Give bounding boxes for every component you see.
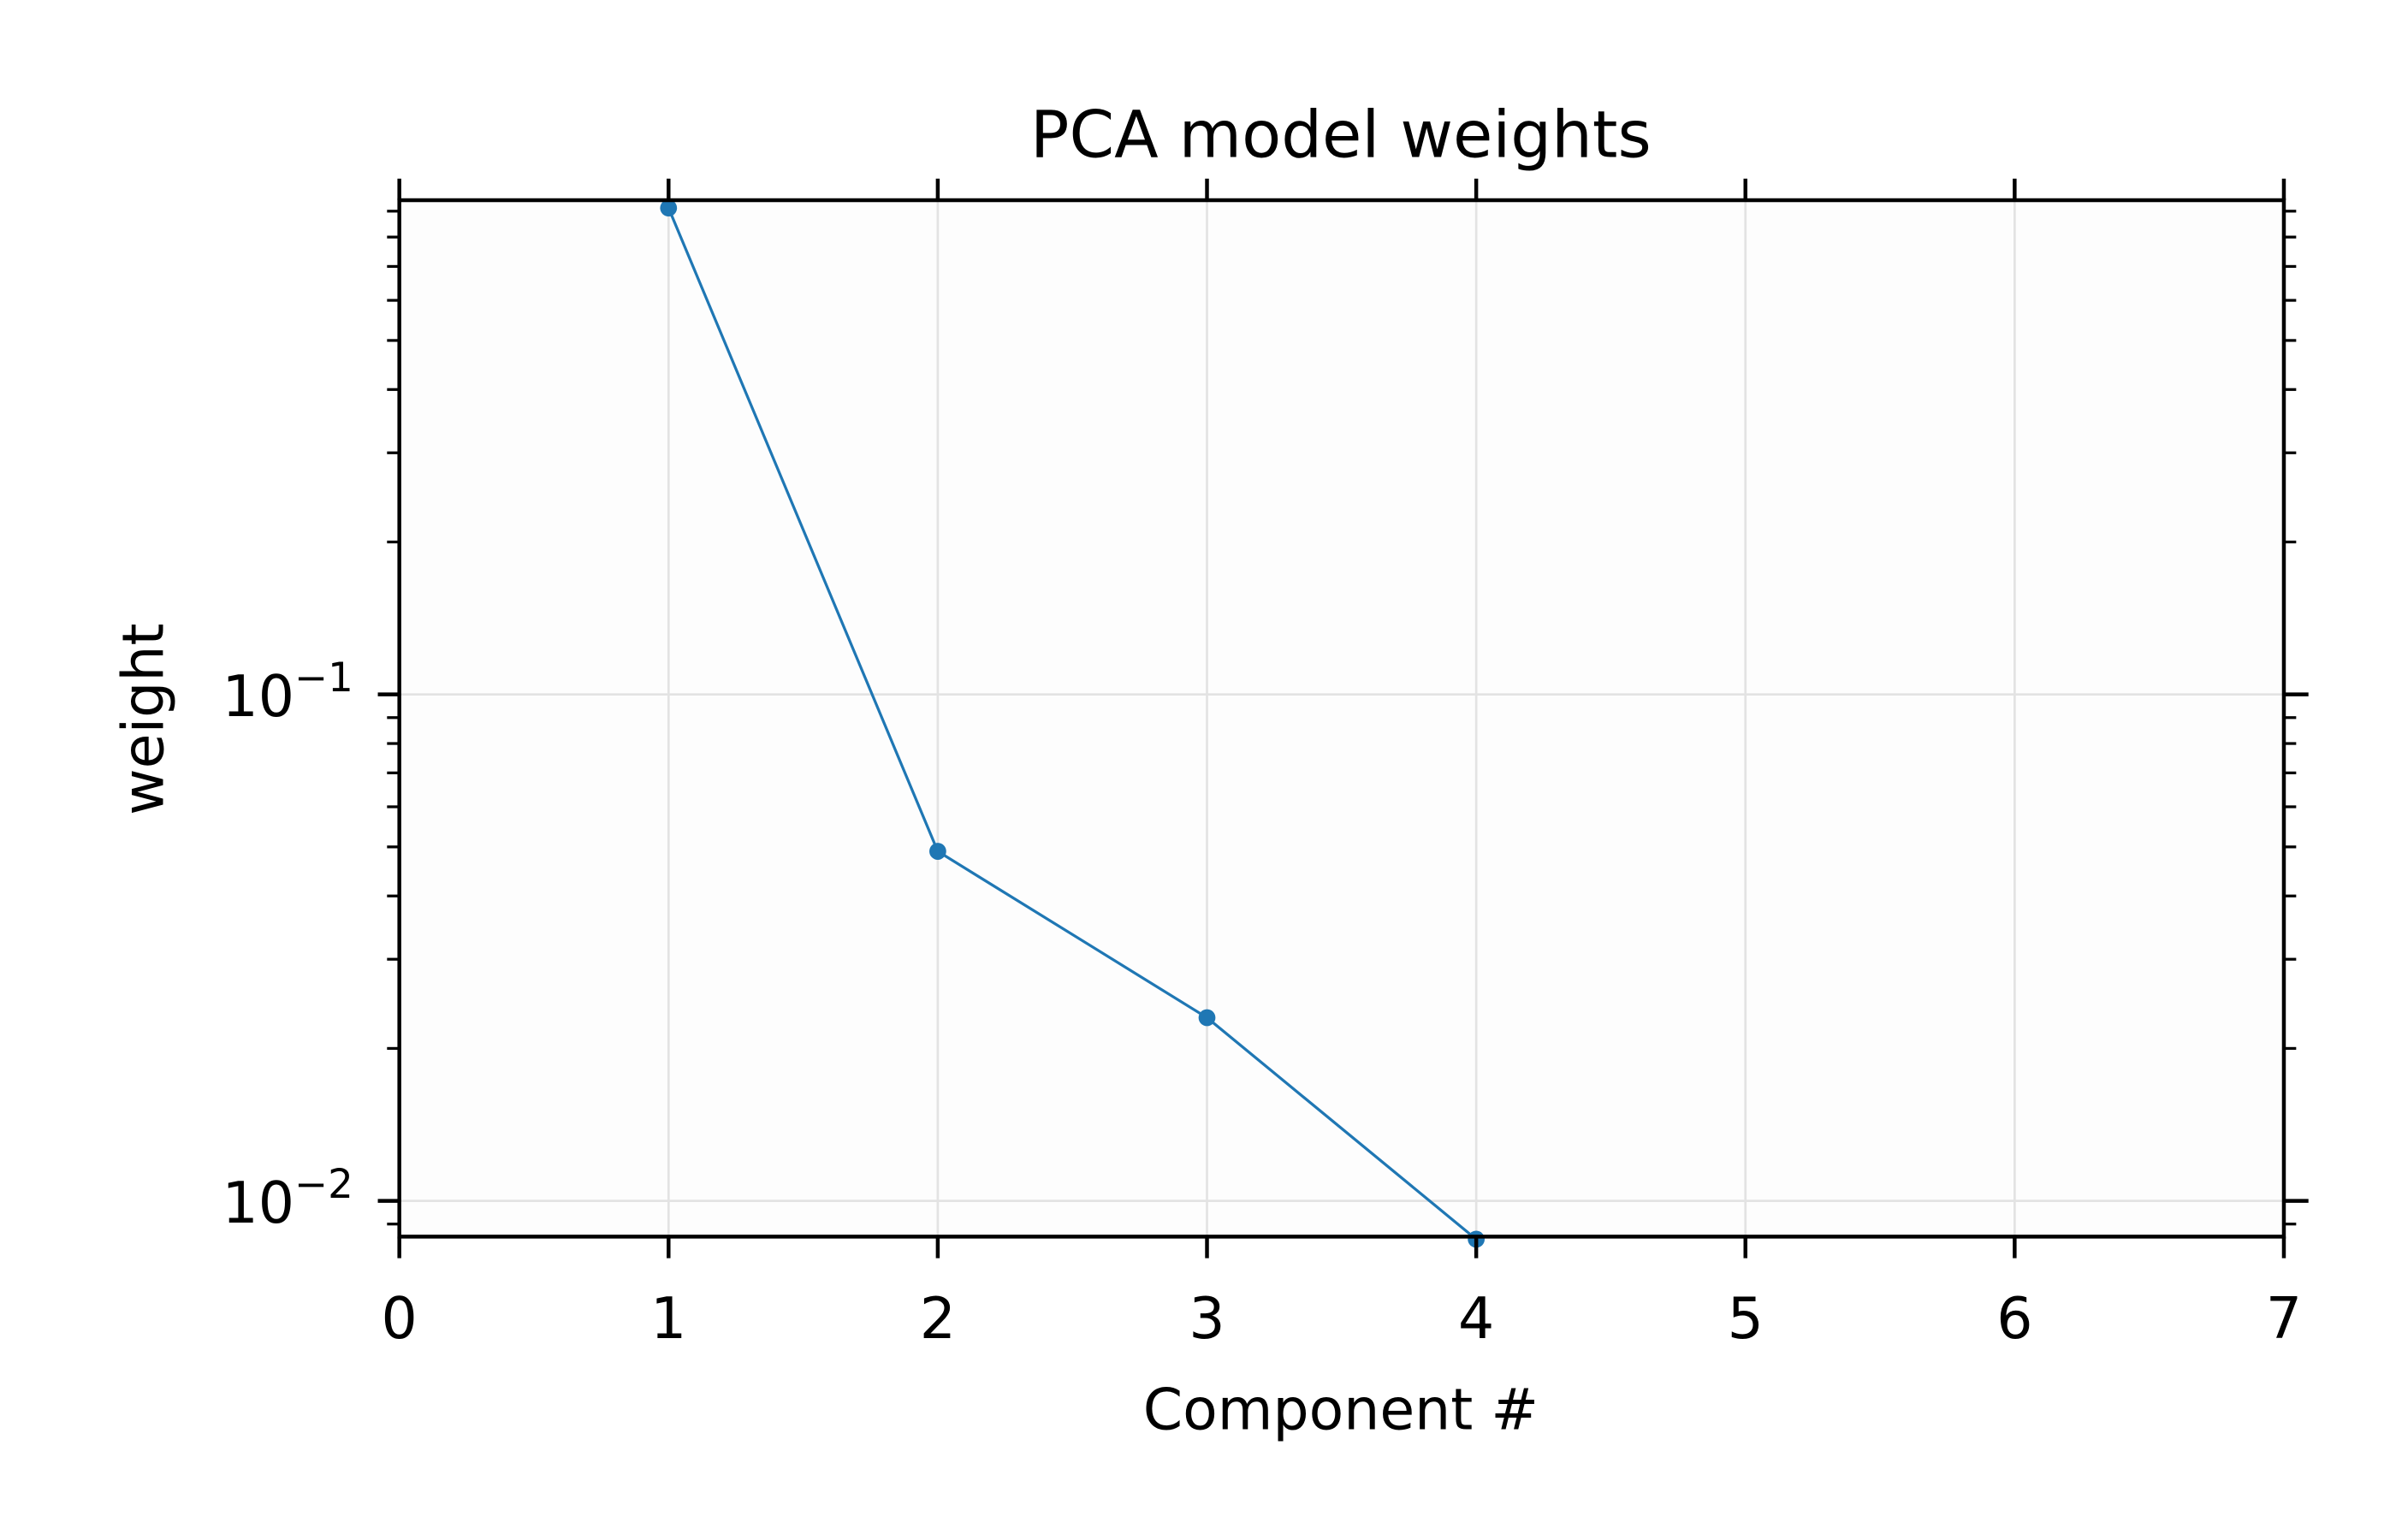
- plot-area: [399, 200, 2284, 1237]
- data-point: [929, 843, 946, 860]
- x-axis-label: Component #: [1143, 1376, 1539, 1442]
- series-line: [667, 207, 1478, 1241]
- x-tick-label: 2: [920, 1285, 956, 1352]
- x-tick-label: 6: [1996, 1285, 2032, 1352]
- chart-title: PCA model weights: [1030, 98, 1652, 173]
- series: [660, 199, 1485, 1248]
- x-tick-label: 0: [382, 1285, 418, 1352]
- x-tick-label: 5: [1728, 1285, 1764, 1352]
- ticks: 0 1 2 3 4 5 6 7 10−1 10−2: [222, 178, 2309, 1352]
- grid: [399, 200, 2284, 1237]
- x-tick-label: 3: [1189, 1285, 1225, 1352]
- y-axis-label: weight: [110, 623, 176, 815]
- data-point: [1198, 1009, 1216, 1027]
- x-tick-label: 4: [1458, 1285, 1494, 1352]
- data-point: [660, 199, 678, 217]
- x-tick-label: 1: [650, 1285, 686, 1352]
- y-tick-label: 10−2: [222, 1162, 353, 1236]
- x-tick-label: 7: [2266, 1285, 2302, 1352]
- y-tick-label: 10−1: [222, 655, 353, 730]
